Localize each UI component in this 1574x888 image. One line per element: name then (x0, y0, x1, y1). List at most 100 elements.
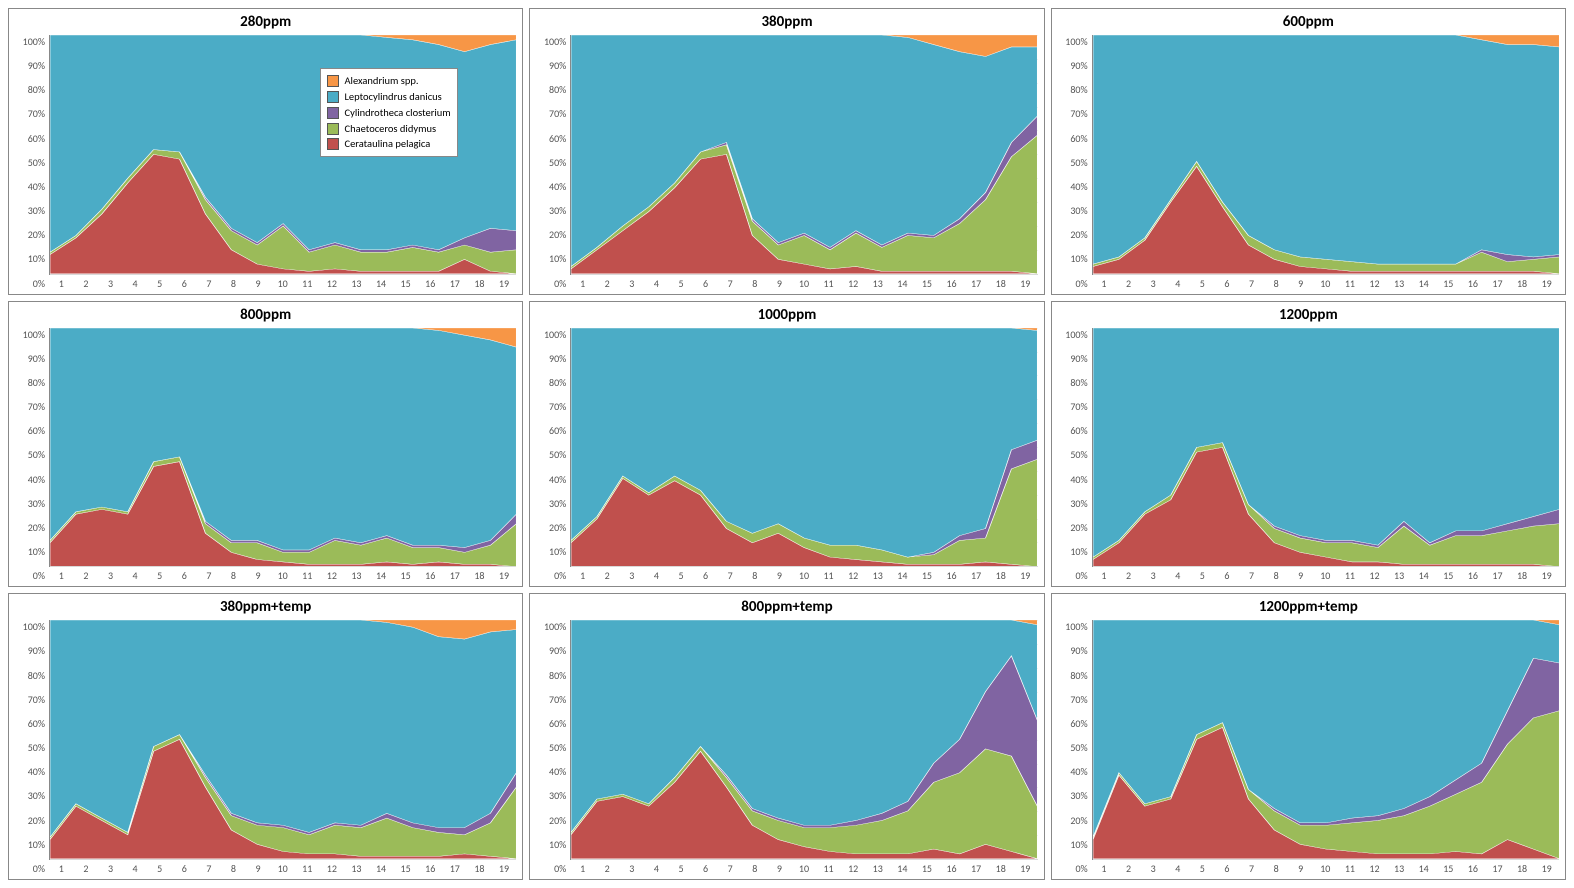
x-tick-label: 10 (270, 277, 295, 290)
plot-area (570, 620, 1037, 860)
x-tick-label: 19 (1013, 277, 1038, 290)
x-tick-label: 17 (1485, 862, 1510, 875)
y-tick-label: 80% (549, 83, 566, 96)
x-tick-label: 7 (197, 569, 222, 582)
y-tick-label: 100% (544, 35, 566, 48)
x-tick-label: 1 (49, 277, 74, 290)
y-tick-label: 50% (549, 156, 566, 169)
x-tick-label: 2 (74, 569, 99, 582)
x-tick-label: 6 (1215, 569, 1240, 582)
y-tick-label: 100% (1065, 328, 1087, 341)
x-tick-label: 19 (1013, 862, 1038, 875)
x-tick-label: 6 (693, 569, 718, 582)
y-axis: 100%90%80%70%60%50%40%30%20%10%0% (15, 35, 49, 290)
x-tick-label: 8 (221, 277, 246, 290)
x-tick-label: 4 (644, 862, 669, 875)
y-tick-label: 60% (549, 717, 566, 730)
y-axis: 100%90%80%70%60%50%40%30%20%10%0% (536, 328, 570, 583)
x-tick-label: 5 (669, 569, 694, 582)
x-tick-label: 14 (890, 862, 915, 875)
y-tick-label: 100% (544, 620, 566, 633)
x-tick-label: 4 (644, 569, 669, 582)
legend-swatch (327, 123, 339, 135)
y-tick-label: 100% (23, 620, 45, 633)
x-tick-label: 17 (964, 277, 989, 290)
x-tick-label: 6 (1215, 862, 1240, 875)
x-tick-label: 16 (1461, 862, 1486, 875)
x-tick-label: 5 (669, 862, 694, 875)
x-tick-label: 16 (418, 862, 443, 875)
x-tick-label: 4 (123, 277, 148, 290)
y-tick-label: 50% (28, 156, 45, 169)
x-tick-label: 8 (1264, 862, 1289, 875)
x-tick-label: 11 (295, 569, 320, 582)
y-tick-label: 70% (1070, 693, 1087, 706)
y-tick-label: 50% (1070, 741, 1087, 754)
y-tick-label: 30% (549, 497, 566, 510)
x-tick-label: 4 (644, 277, 669, 290)
y-tick-label: 30% (28, 789, 45, 802)
x-tick-label: 13 (344, 277, 369, 290)
x-tick-label: 7 (1239, 277, 1264, 290)
y-tick-label: 100% (544, 328, 566, 341)
y-tick-label: 0% (1075, 862, 1087, 875)
x-tick-label: 7 (1239, 862, 1264, 875)
y-tick-label: 80% (1070, 376, 1087, 389)
x-tick-label: 17 (964, 569, 989, 582)
y-tick-label: 0% (554, 569, 566, 582)
x-tick-label: 9 (1288, 862, 1313, 875)
x-tick-label: 2 (1116, 569, 1141, 582)
y-tick-label: 50% (1070, 156, 1087, 169)
x-tick-label: 5 (147, 862, 172, 875)
x-tick-label: 10 (1313, 569, 1338, 582)
y-tick-label: 20% (549, 814, 566, 827)
chart-body: 100%90%80%70%60%50%40%30%20%10%0%1234567… (1052, 326, 1565, 587)
x-tick-label: 12 (320, 569, 345, 582)
x-tick-label: 5 (1190, 569, 1215, 582)
x-tick-label: 16 (1461, 277, 1486, 290)
legend: Alexandrium spp.Leptocylindrus danicusCy… (320, 68, 457, 157)
y-tick-label: 20% (28, 521, 45, 534)
x-tick-label: 1 (1092, 569, 1117, 582)
x-tick-label: 8 (221, 569, 246, 582)
x-tick-label: 2 (1116, 277, 1141, 290)
x-tick-label: 15 (393, 862, 418, 875)
x-tick-label: 13 (344, 569, 369, 582)
x-tick-label: 3 (620, 277, 645, 290)
x-tick-label: 13 (344, 862, 369, 875)
y-axis: 100%90%80%70%60%50%40%30%20%10%0% (536, 620, 570, 875)
chart-body: 100%90%80%70%60%50%40%30%20%10%0%1234567… (530, 618, 1043, 879)
y-tick-label: 70% (549, 107, 566, 120)
y-tick-label: 30% (28, 204, 45, 217)
x-tick-label: 16 (1461, 569, 1486, 582)
legend-item: Alexandrium spp. (327, 73, 450, 89)
x-tick-label: 18 (1510, 277, 1535, 290)
x-tick-label: 15 (393, 569, 418, 582)
x-tick-label: 18 (988, 569, 1013, 582)
x-tick-label: 17 (443, 277, 468, 290)
x-tick-label: 13 (865, 277, 890, 290)
x-tick-label: 15 (915, 569, 940, 582)
x-tick-label: 16 (418, 569, 443, 582)
y-tick-label: 10% (549, 252, 566, 265)
x-tick-label: 18 (1510, 569, 1535, 582)
y-tick-label: 20% (1070, 521, 1087, 534)
stacked-area (1093, 328, 1559, 567)
y-tick-label: 80% (28, 83, 45, 96)
x-tick-label: 3 (620, 569, 645, 582)
y-axis: 100%90%80%70%60%50%40%30%20%10%0% (15, 328, 49, 583)
y-axis: 100%90%80%70%60%50%40%30%20%10%0% (15, 620, 49, 875)
x-tick-label: 13 (865, 862, 890, 875)
y-tick-label: 80% (1070, 83, 1087, 96)
y-tick-label: 90% (28, 59, 45, 72)
y-tick-label: 10% (549, 838, 566, 851)
x-tick-label: 7 (718, 277, 743, 290)
stacked-area (571, 620, 1037, 859)
legend-swatch (327, 91, 339, 103)
y-tick-label: 90% (1070, 352, 1087, 365)
x-tick-label: 13 (865, 569, 890, 582)
x-tick-label: 17 (1485, 569, 1510, 582)
y-tick-label: 90% (28, 352, 45, 365)
x-tick-label: 15 (1436, 569, 1461, 582)
y-tick-label: 60% (549, 424, 566, 437)
